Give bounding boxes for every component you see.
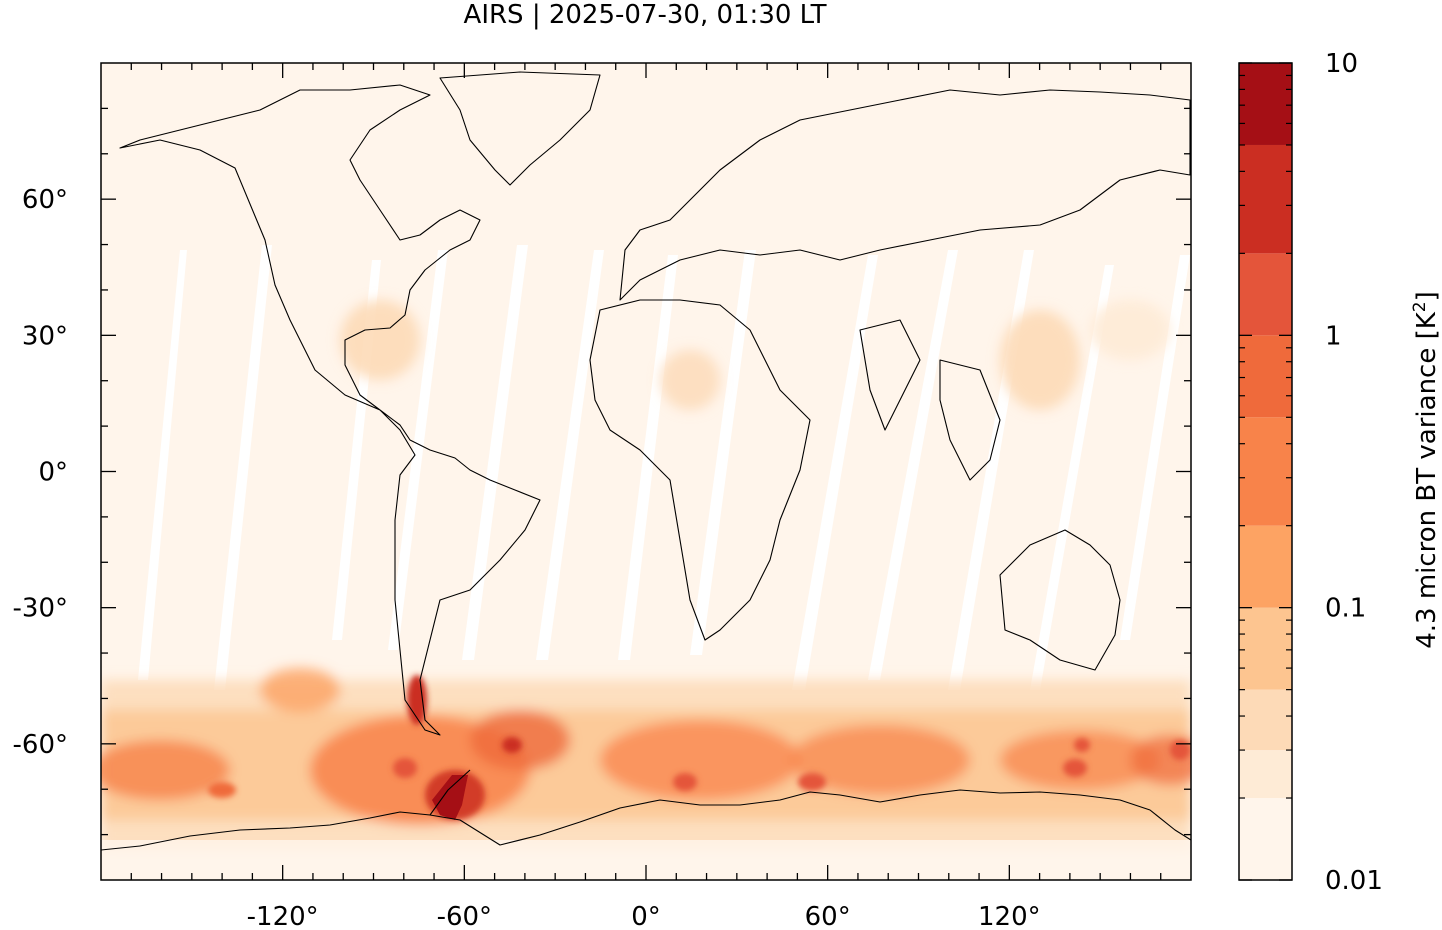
x-tick-label: 120° <box>978 902 1041 930</box>
colorbar-band <box>1239 689 1292 751</box>
colorbar-ticks <box>1239 62 1292 881</box>
colorbar-tick-label: 10 <box>1325 49 1358 79</box>
colorbar-band <box>1239 144 1292 254</box>
coastline-greenland <box>439 71 601 186</box>
y-tick-label: 30° <box>22 321 68 351</box>
y-tick-label: -30° <box>13 594 68 624</box>
x-tick-label: -60° <box>437 902 492 930</box>
coastline-north-america <box>119 84 541 736</box>
coastline-africa <box>589 299 811 641</box>
y-tick-labels: 60° 30° 0° -30° -60° <box>13 185 68 760</box>
y-ticks-right <box>1176 107 1191 836</box>
orbit-gap <box>690 250 756 655</box>
orbit-gap <box>536 250 604 660</box>
orbit-gap <box>138 250 187 680</box>
x-ticks <box>130 865 1162 880</box>
colorbar-band <box>1239 607 1292 690</box>
orbit-gap <box>1120 255 1190 640</box>
colorbar-label-superscript: 2 <box>1410 301 1430 312</box>
orbit-gap <box>1030 265 1114 690</box>
orbit-gap <box>792 255 878 690</box>
colorbar-label: 4.3 micron BT variance [K2] <box>1410 291 1442 649</box>
colorbar-band <box>1239 63 1292 145</box>
y-tick-label: -60° <box>13 730 68 760</box>
y-ticks <box>101 107 116 836</box>
coastline-australia <box>999 529 1121 671</box>
colorbar-label-end: ] <box>1412 291 1442 301</box>
orbit-gap <box>214 245 272 690</box>
colorbar-tick-labels: 10 1 0.1 0.01 <box>1325 49 1383 896</box>
chart-title: AIRS | 2025-07-30, 01:30 LT <box>464 0 827 30</box>
coastline-antarctica <box>101 789 1191 851</box>
x-ticks-top <box>130 63 1162 78</box>
colorbar-band <box>1239 750 1292 799</box>
colorbar-band <box>1239 253 1292 336</box>
x-tick-labels: -120° -60° 0° 60° 120° <box>247 902 1041 930</box>
colorbar-band <box>1239 798 1292 880</box>
colorbar: 10 1 0.1 0.01 4.3 micron BT variance [K2] <box>1238 49 1442 896</box>
variance-peak <box>432 775 468 820</box>
orbit-gap <box>868 250 958 680</box>
coastline-india <box>859 319 921 431</box>
coastlines <box>101 71 1191 851</box>
variance-field <box>101 300 1191 880</box>
x-tick-label: 0° <box>631 902 661 930</box>
colorbar-bands <box>1239 63 1292 880</box>
colorbar-tick-label: 0.01 <box>1325 866 1383 896</box>
map-plot-area <box>101 63 1191 880</box>
colorbar-frame <box>1238 62 1293 881</box>
coastline-eurasia <box>619 89 1191 301</box>
y-tick-label: 0° <box>38 458 68 488</box>
colorbar-label-base: 4.3 micron BT variance [K <box>1412 311 1442 649</box>
coastline-se-asia <box>939 359 1001 481</box>
coastline-antarctic-peninsula <box>429 769 471 816</box>
x-tick-label: 60° <box>805 902 851 930</box>
orbit-gap <box>388 250 448 650</box>
colorbar-tick-label: 1 <box>1325 321 1342 351</box>
colorbar-band <box>1239 525 1292 608</box>
map-axes: -120° -60° 0° 60° 120° 60° 30° 0° -30° -60° <box>13 62 1192 930</box>
orbit-gap <box>462 245 528 660</box>
x-tick-label: -120° <box>247 902 319 930</box>
colorbar-band <box>1239 417 1292 526</box>
colorbar-band <box>1239 335 1292 418</box>
colorbar-tick-label: 0.1 <box>1325 594 1366 624</box>
y-tick-label: 60° <box>22 185 68 215</box>
